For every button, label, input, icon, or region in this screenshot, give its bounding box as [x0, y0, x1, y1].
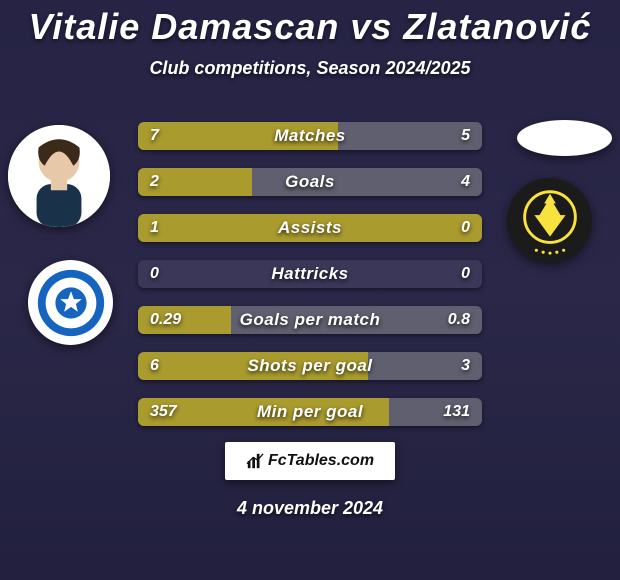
chart-icon	[246, 452, 264, 470]
stat-row: 00Hattricks	[138, 260, 482, 288]
page-subtitle: Club competitions, Season 2024/2025	[0, 58, 620, 79]
stat-row: 10Assists	[138, 214, 482, 242]
club1-badge	[28, 260, 113, 345]
stat-row: 63Shots per goal	[138, 352, 482, 380]
club2-badge	[507, 178, 592, 263]
stat-row: 357131Min per goal	[138, 398, 482, 426]
stat-label: Matches	[138, 122, 482, 150]
player1-avatar-placeholder	[8, 125, 110, 227]
page-title: Vitalie Damascan vs Zlatanović	[0, 0, 620, 48]
date-label: 4 november 2024	[0, 498, 620, 519]
stat-row: 24Goals	[138, 168, 482, 196]
club2-badge-icon	[511, 182, 589, 260]
stat-label: Assists	[138, 214, 482, 242]
stat-label: Goals per match	[138, 306, 482, 334]
player1-avatar	[8, 125, 110, 227]
fctables-logo: FcTables.com	[246, 452, 374, 470]
stats-bars: 75Matches 24Goals 10Assists 00Hattricks 0.29…	[138, 122, 482, 444]
club1-badge-icon	[32, 264, 110, 342]
footer-brand-text: FcTables.com	[268, 452, 374, 470]
footer-brand-box: FcTables.com	[225, 442, 395, 480]
stat-label: Shots per goal	[138, 352, 482, 380]
player2-avatar	[517, 120, 612, 156]
stat-label: Goals	[138, 168, 482, 196]
stat-label: Min per goal	[138, 398, 482, 426]
stat-row: 75Matches	[138, 122, 482, 150]
stat-row: 0.290.8Goals per match	[138, 306, 482, 334]
stat-label: Hattricks	[138, 260, 482, 288]
